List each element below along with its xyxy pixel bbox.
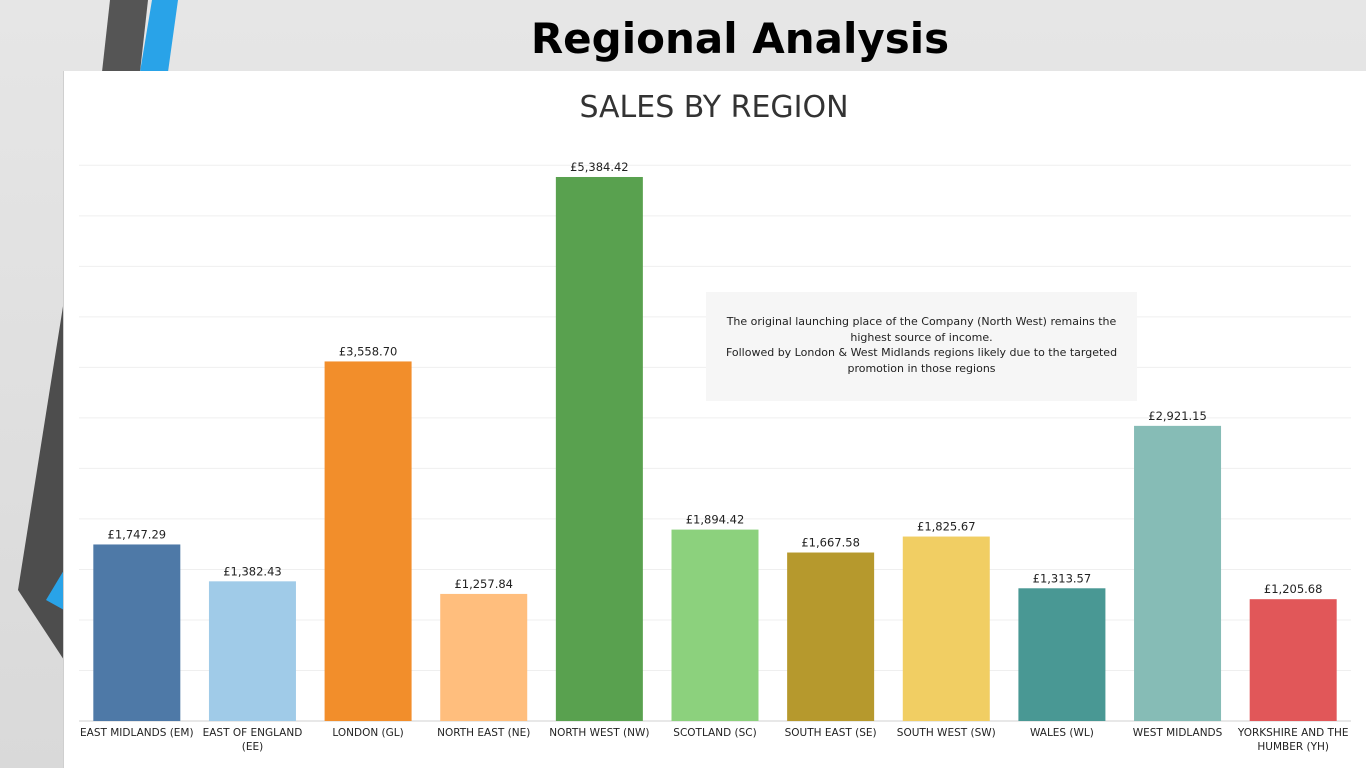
bar[interactable]	[1018, 588, 1106, 721]
data-label: £1,382.43	[223, 564, 282, 578]
bar[interactable]	[1249, 599, 1337, 721]
bar[interactable]	[555, 176, 643, 721]
x-tick-label: WALES (WL)	[1030, 727, 1094, 739]
bar[interactable]	[787, 552, 875, 721]
bar[interactable]	[902, 536, 990, 721]
data-label: £1,747.29	[108, 527, 167, 541]
chart-panel: SALES BY REGION £1,747.29 £1,382.43 £3,558…	[64, 71, 1366, 768]
data-labels: £1,747.29 £1,382.43 £3,558.70 £1,257.84 £5,3…	[108, 160, 1323, 596]
bar[interactable]	[93, 544, 181, 721]
x-tick-label: SOUTH WEST (SW)	[897, 727, 996, 739]
x-tick-labels: EAST MIDLANDS (EM) EAST OF ENGLAND (EE) LON…	[80, 727, 1348, 753]
annotation-line-1: The original launching place of the Comp…	[726, 315, 1117, 344]
deco-stripe-gray	[102, 0, 148, 72]
annotation-box: The original launching place of the Comp…	[706, 292, 1137, 401]
x-tick-label: NORTH WEST (NW)	[549, 727, 649, 739]
chart-title: SALES BY REGION	[579, 90, 848, 125]
x-tick-label: WEST MIDLANDS	[1133, 727, 1223, 739]
deco-arrow-dark	[18, 300, 64, 660]
bars	[93, 176, 1337, 721]
data-label: £3,558.70	[339, 344, 398, 358]
bar[interactable]	[440, 593, 528, 721]
bar[interactable]	[1134, 425, 1222, 721]
x-tick-label: SOUTH EAST (SE)	[785, 727, 877, 739]
data-label: £2,921.15	[1148, 409, 1207, 423]
bar[interactable]	[671, 529, 759, 721]
x-tick-label: SCOTLAND (SC)	[673, 727, 756, 739]
data-label: £1,894.42	[686, 513, 745, 527]
data-label: £1,257.84	[454, 577, 513, 591]
slide-decoration	[18, 0, 178, 660]
x-tick-label: EAST MIDLANDS (EM)	[80, 727, 194, 739]
data-label: £1,205.68	[1264, 582, 1323, 596]
slide-title: Regional Analysis	[530, 14, 950, 63]
data-label: £5,384.42	[570, 160, 629, 174]
bar[interactable]	[324, 361, 412, 721]
x-tick-label: EAST OF ENGLAND (EE)	[203, 727, 303, 753]
data-label: £1,667.58	[801, 536, 860, 550]
deco-stripe-blue	[140, 0, 178, 72]
data-label: £1,825.67	[917, 520, 976, 534]
x-tick-label: NORTH EAST (NE)	[437, 727, 530, 739]
bar[interactable]	[208, 581, 296, 721]
bar-chart: SALES BY REGION £1,747.29 £1,382.43 £3,558…	[79, 90, 1351, 753]
annotation-line-2: Followed by London & West Midlands regio…	[725, 346, 1118, 375]
deco-arrow-blue	[46, 570, 64, 610]
x-tick-label: LONDON (GL)	[332, 727, 403, 739]
data-label: £1,313.57	[1033, 571, 1092, 585]
x-tick-label: YORKSHIRE AND THE HUMBER (YH)	[1237, 727, 1349, 753]
